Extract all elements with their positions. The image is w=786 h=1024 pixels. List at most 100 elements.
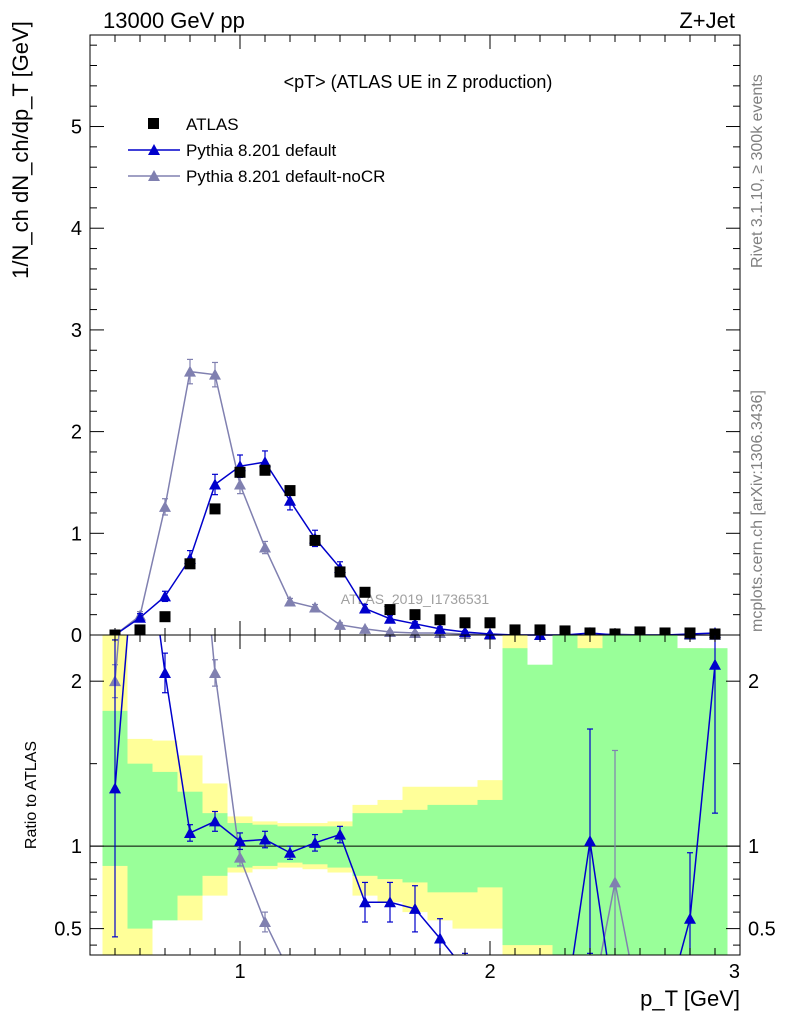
default-point [209,478,221,490]
nocr-ratio-point [309,957,321,968]
mcplots-credit: mcplots.cern.ch [arXiv:1306.3436] [749,390,766,632]
atlas-point [709,628,721,640]
default-ratio-point [284,846,296,858]
atlas-point [559,625,571,637]
nocr-point [309,601,321,613]
ratio-y-tick-label-right: 1 [748,836,759,858]
main-y-tick-label: 2 [71,422,82,444]
default-point [259,456,271,468]
ratio-series [109,378,721,1000]
default-point [134,611,146,623]
nocr-ratio-point [134,378,146,389]
nocr-ratio-point [609,876,621,888]
default-line [114,461,716,636]
nocr-ratio-point [434,984,446,995]
main-y-tick-label: 0 [71,625,82,647]
ratio-band-green [427,804,453,893]
atlas-point [284,485,296,497]
default-ratio-point [334,828,346,840]
main-y-tick-label: 4 [71,218,82,240]
atlas-point [359,586,371,598]
nocr-point [384,625,396,637]
ratio-x-ticks: 1 2 3 [114,635,741,983]
atlas-point [609,628,621,640]
ratio-band-green [527,664,553,946]
atlas-point [634,626,646,638]
default-ratio-point [109,782,121,794]
default-ratio-point [209,815,221,827]
nocr-point [334,618,346,630]
nocr-ratio-point [359,982,371,993]
legend-label-atlas: ATLAS [186,115,239,134]
nocr-ratio-point [409,989,421,1000]
legend-label-default: Pythia 8.201 default [186,141,337,160]
nocr-ratio-point [259,916,271,928]
legend-label-nocr: Pythia 8.201 default-noCR [186,167,385,186]
nocr-ratio-point [284,967,296,978]
legend-marker-nocr [148,170,160,181]
ratio-band-green [502,648,528,946]
ratio-band-green [352,813,378,876]
default-ratio-point [434,932,446,944]
main-y-tick-label: 3 [71,320,82,342]
atlas-point [159,611,171,623]
main-y-tick-label: 5 [71,117,82,139]
default-ratio-point [409,902,421,914]
x-tick-label: 3 [729,961,740,983]
ratio-y-tick-label: 0.5 [54,919,82,941]
ratio-y-ticks: 0.5 0.5 1 1 2 2 [54,671,776,946]
atlas-point [384,604,396,616]
default-ratio-point [159,666,171,678]
atlas-point [584,627,596,639]
default-ratio-point [484,989,496,1000]
default-point [284,494,296,506]
default-point [459,625,471,637]
nocr-ratio-point [384,985,396,996]
main-y-axis-label: 1/N_ch dN_ch/dp_T [GeV] [8,21,33,279]
default-ratio-point [259,833,271,845]
atlas-point [409,609,421,621]
nocr-point [284,595,296,607]
ratio-plot-panel: 0.5 0.5 1 1 2 2 1 2 3 Ratio to ATLAS p_T [GeV] [23,378,776,1011]
atlas-point [234,466,246,478]
atlas-point [459,617,471,629]
nocr-point [159,500,171,512]
nocr-point [184,365,196,377]
default-ratio-point [134,477,146,488]
legend: ATLAS Pythia 8.201 default Pythia 8.201 … [128,115,385,186]
ratio-band-green [652,635,678,955]
main-plot-panel: <pT> (ATLAS UE in Z production) ATLAS_20… [8,21,741,647]
default-point [384,612,396,624]
default-ratio-point [709,658,721,670]
x-tick-label: 1 [234,961,245,983]
ratio-y-tick-label: 2 [71,671,82,693]
x-tick-label: 2 [484,961,495,983]
atlas-point [334,566,346,578]
atlas-point [209,503,221,515]
atlas-point [484,617,496,629]
default-ratio-point [459,964,471,975]
atlas-point [509,624,521,636]
atlas-point [434,614,446,626]
default-point [159,590,171,602]
x-axis-label: p_T [GeV] [640,986,740,1011]
atlas-point [534,624,546,636]
nocr-ratio-point [209,666,221,678]
analysis-watermark: ATLAS_2019_I1736531 [341,591,490,607]
nocr-point [209,368,221,380]
nocr-point [259,541,271,553]
atlas-point [684,627,696,639]
default-ratio-point [359,896,371,908]
atlas-point [659,627,671,639]
default-ratio-point [384,896,396,908]
nocr-ratio-point [234,851,246,863]
ratio-band-green [177,791,203,896]
nocr-point [234,478,246,490]
default-ratio-point [309,836,321,848]
legend-marker-default [148,144,160,155]
default-ratio-point [684,912,696,924]
default-ratio-point [184,826,196,838]
atlas-point [134,624,146,636]
main-y-tick-label: 1 [71,523,82,545]
